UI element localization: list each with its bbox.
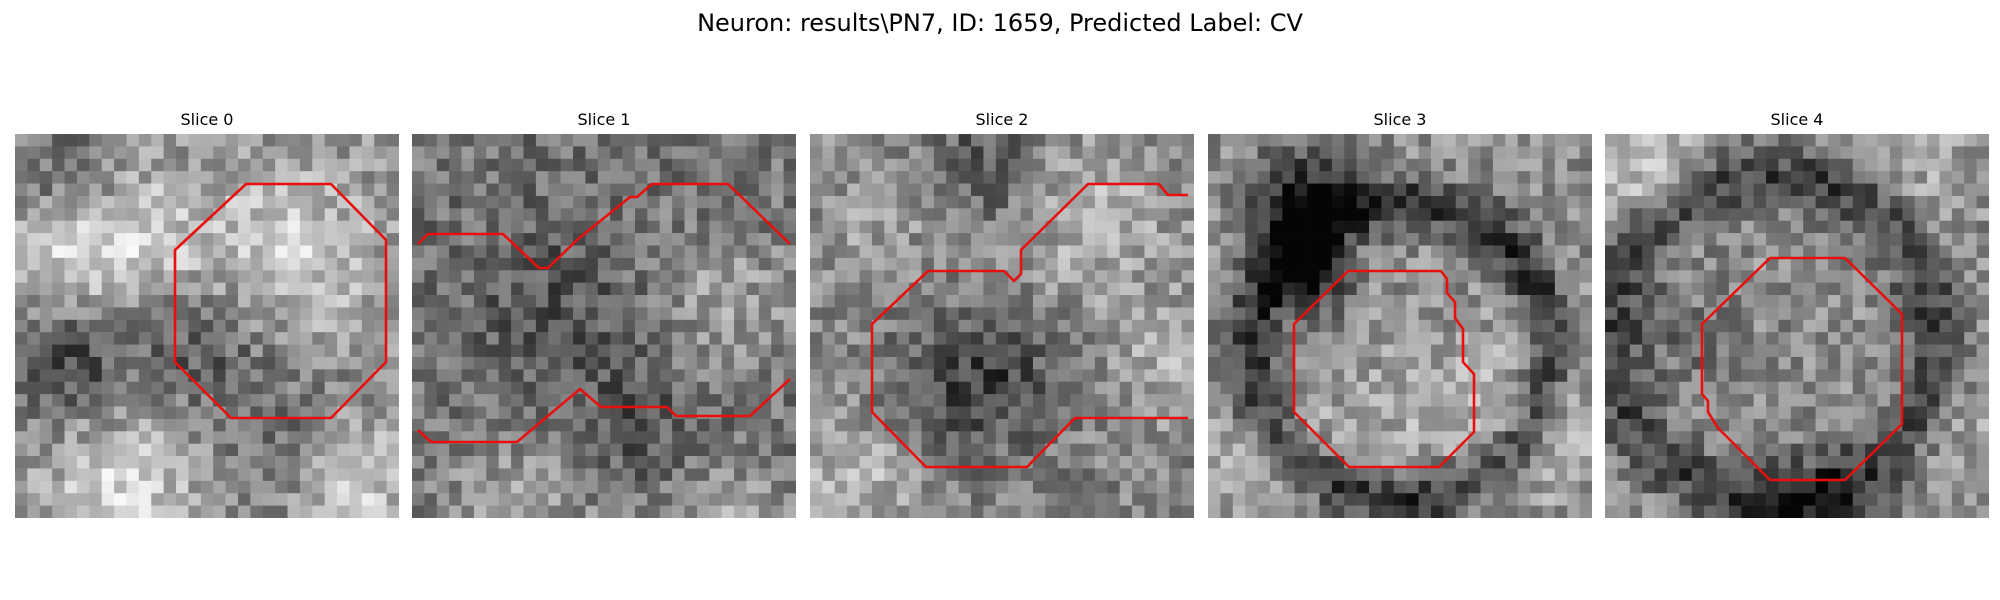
slice-title-3: Slice 3 — [1373, 110, 1427, 129]
roi-contour-3 — [1292, 269, 1476, 469]
slice-image-3 — [1208, 134, 1592, 518]
slice-image-1 — [412, 134, 796, 518]
roi-contour-1b — [417, 378, 791, 444]
roi-contour-2 — [870, 182, 1188, 469]
roi-contour-0 — [173, 182, 388, 420]
slice-image-0 — [15, 134, 399, 518]
slice-title-1: Slice 1 — [577, 110, 631, 129]
slice-title-0: Slice 0 — [180, 110, 234, 129]
figure-title: Neuron: results\PN7, ID: 1659, Predicted… — [697, 9, 1303, 37]
roi-contour-1a — [417, 182, 791, 270]
slice-image-2 — [810, 134, 1194, 518]
slice-title-2: Slice 2 — [975, 110, 1029, 129]
roi-contour-4 — [1700, 256, 1904, 482]
slice-image-4 — [1605, 134, 1989, 518]
slice-title-4: Slice 4 — [1770, 110, 1824, 129]
